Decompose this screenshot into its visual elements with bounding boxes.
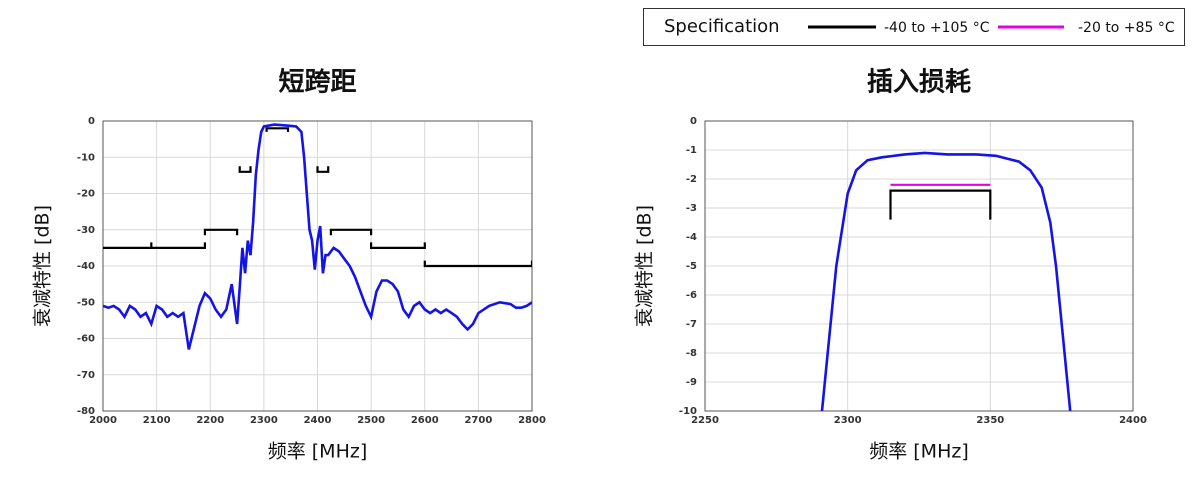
legend-box (643, 8, 1185, 46)
x-tick-label: 2800 (518, 415, 546, 426)
chart-title: 插入损耗 (867, 68, 971, 98)
x-tick-label: 2200 (196, 415, 224, 426)
x-tick-label: 2500 (357, 415, 385, 426)
series-line (103, 123, 532, 350)
series-line (103, 127, 532, 268)
y-tick-label: -1 (686, 145, 697, 156)
y-tick-label: -20 (77, 189, 95, 200)
y-tick-label: -50 (77, 297, 95, 308)
x-tick-label: 2300 (834, 415, 862, 426)
series-line (820, 151, 1072, 411)
x-axis-label: 频率 [MHz] (268, 441, 368, 463)
plot-border (704, 120, 1134, 412)
y-tick-label: -5 (686, 261, 697, 272)
y-tick-label: -8 (686, 348, 697, 359)
legend: Specification -40 to +105 °C -20 to +85 … (643, 8, 1185, 46)
legend-title: Specification (664, 16, 780, 37)
y-axis-label: 衰减特性 [dB] (32, 205, 54, 327)
legend-label: -40 to +105 °C (884, 20, 990, 36)
x-tick-label: 2000 (89, 415, 117, 426)
y-tick-label: -10 (679, 406, 697, 417)
series-line (889, 189, 992, 220)
x-tick-label: 2400 (1119, 415, 1147, 426)
x-tick-label: 2100 (143, 415, 171, 426)
chart-title: 短跨距 (278, 68, 356, 98)
y-tick-label: -60 (77, 334, 95, 345)
y-tick-label: -40 (77, 261, 95, 272)
y-tick-label: -4 (686, 232, 697, 243)
y-tick-label: -7 (686, 319, 697, 330)
y-tick-label: -80 (77, 406, 95, 417)
x-tick-label: 2400 (304, 415, 332, 426)
y-tick-label: -30 (77, 225, 95, 236)
y-tick-label: 0 (690, 116, 697, 127)
y-tick-label: -6 (686, 290, 697, 301)
x-tick-label: 2250 (691, 415, 719, 426)
x-axis-label: 频率 [MHz] (869, 441, 969, 463)
y-tick-label: -70 (77, 370, 95, 381)
y-axis-label: 衰减特性 [dB] (634, 205, 656, 327)
y-tick-label: 0 (88, 116, 95, 127)
x-tick-label: 2300 (250, 415, 278, 426)
x-tick-label: 2700 (464, 415, 492, 426)
x-tick-label: 2350 (976, 415, 1004, 426)
y-tick-label: -9 (686, 377, 697, 388)
y-tick-label: -3 (686, 203, 697, 214)
x-tick-label: 2600 (411, 415, 439, 426)
y-tick-label: -10 (77, 152, 95, 163)
legend-label: -20 to +85 °C (1078, 20, 1175, 36)
y-tick-label: -2 (686, 174, 697, 185)
